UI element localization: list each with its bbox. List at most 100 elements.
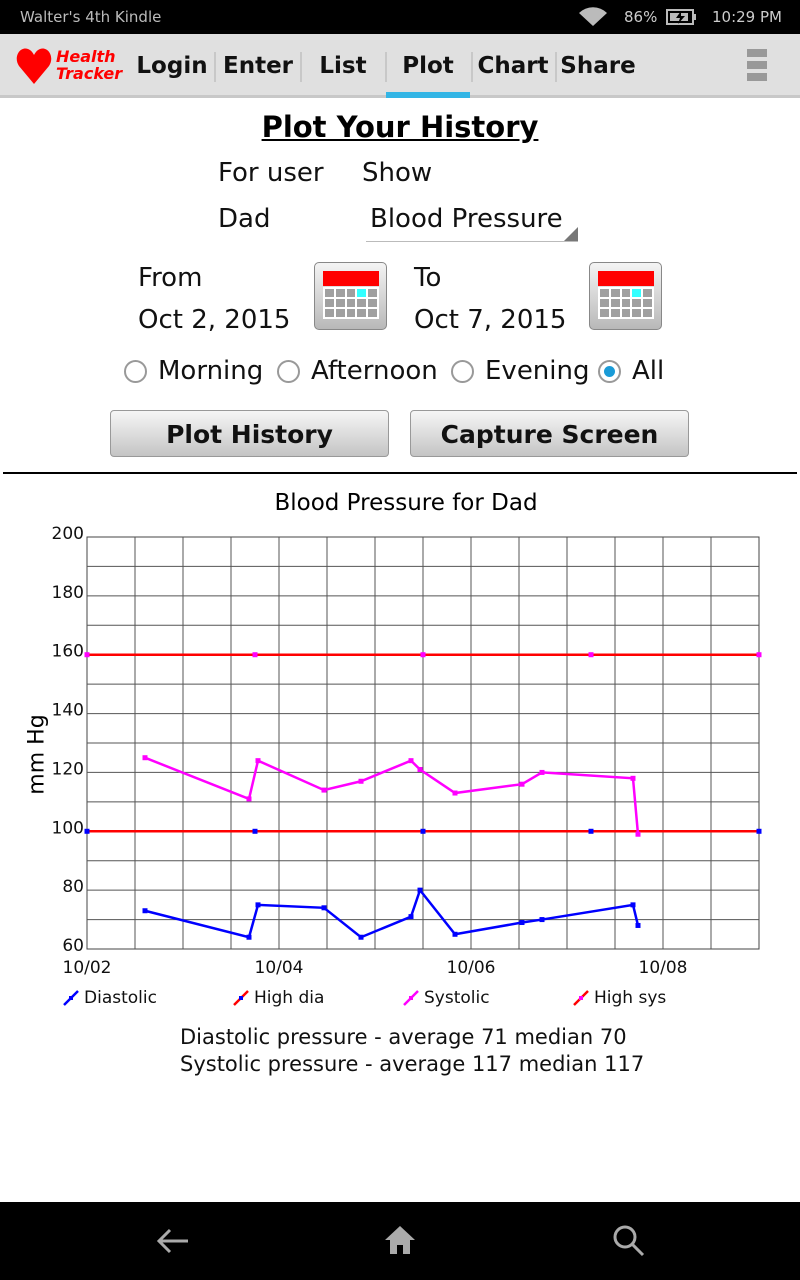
data-point (630, 775, 636, 781)
legend-item: Systolic (402, 988, 490, 1008)
y-tick-label: 80 (62, 877, 84, 897)
data-point (255, 902, 261, 908)
y-tick-label: 180 (52, 583, 84, 603)
data-point (246, 796, 252, 802)
data-point (452, 931, 458, 937)
user-name: Dad (218, 204, 271, 234)
to-label: To (414, 263, 442, 293)
for-user-label: For user (218, 158, 324, 188)
logo-line2: Tracker (56, 64, 123, 83)
bp-chart: 60 80 100 120 140 160 180 200 10/02 10/04 10/06 10/… (52, 524, 762, 978)
data-point (630, 902, 636, 908)
y-tick-label: 100 (52, 818, 84, 838)
chart-title: Blood Pressure for Dad (274, 490, 538, 516)
tab-share[interactable]: Share (560, 53, 636, 79)
legend-label: High sys (594, 988, 667, 1008)
data-point (756, 828, 762, 834)
data-point (420, 652, 426, 658)
x-tick-label: 10/02 (63, 958, 112, 978)
legend-item: High sys (572, 988, 666, 1008)
data-point (84, 652, 90, 658)
calendar-icon (598, 287, 654, 319)
radio-morning[interactable] (124, 360, 147, 383)
capture-screen-button[interactable]: Capture Screen (410, 410, 689, 457)
legend-label: Systolic (424, 988, 490, 1008)
legend-item: High dia (232, 988, 324, 1008)
data-point (539, 917, 545, 923)
battery-charging-icon (666, 9, 696, 25)
overflow-menu-icon[interactable] (747, 49, 767, 81)
data-point (84, 828, 90, 834)
data-point (519, 920, 525, 926)
tab-login[interactable]: Login (136, 53, 208, 79)
home-icon[interactable] (384, 1224, 416, 1256)
data-point (252, 652, 258, 658)
heart-icon (16, 48, 52, 84)
y-tick-label: 200 (52, 524, 84, 544)
radio-all-label[interactable]: All (632, 356, 665, 386)
legend-label: High dia (254, 988, 325, 1008)
data-point (321, 905, 327, 911)
status-bar: Walter's 4th Kindle 86% 10:29 PM (0, 0, 800, 34)
x-tick-label: 10/04 (255, 958, 304, 978)
data-point (246, 934, 252, 940)
data-point (635, 831, 641, 837)
clock: 10:29 PM (712, 8, 782, 26)
legend-swatch-icon (573, 990, 589, 1006)
data-point (452, 790, 458, 796)
device-name: Walter's 4th Kindle (20, 8, 162, 26)
tab-enter[interactable]: Enter (222, 53, 294, 79)
data-point (588, 652, 594, 658)
radio-afternoon[interactable] (277, 360, 300, 383)
data-point (417, 766, 423, 772)
to-date: Oct 7, 2015 (414, 305, 567, 335)
radio-evening[interactable] (451, 360, 474, 383)
data-point (408, 914, 414, 920)
y-tick-label: 120 (52, 759, 84, 779)
to-calendar-button[interactable] (589, 262, 662, 330)
data-point (539, 769, 545, 775)
radio-evening-label[interactable]: Evening (485, 356, 590, 386)
data-point (635, 922, 641, 928)
radio-all[interactable] (598, 360, 621, 383)
logo-line1: Health (56, 47, 116, 66)
data-point (408, 758, 414, 764)
wifi-icon (579, 7, 607, 26)
data-point (358, 778, 364, 784)
x-tick-label: 10/06 (447, 958, 496, 978)
data-point (255, 758, 261, 764)
y-tick-label: 160 (52, 642, 84, 662)
data-point (519, 781, 525, 787)
data-point (142, 755, 148, 761)
tab-plot[interactable]: Plot (386, 34, 470, 98)
series-line-diastolic (144, 887, 640, 939)
from-label: From (138, 263, 203, 293)
systolic-stats: Systolic pressure - average 117 median 1… (180, 1052, 645, 1076)
data-point (321, 787, 327, 793)
radio-afternoon-label[interactable]: Afternoon (311, 356, 438, 386)
x-tick-label: 10/08 (639, 958, 688, 978)
show-spinner[interactable]: Blood Pressure (366, 200, 578, 242)
search-icon[interactable] (612, 1224, 646, 1258)
tab-chart[interactable]: Chart (477, 53, 549, 79)
battery-level: 86% (624, 8, 658, 26)
data-point (142, 908, 148, 914)
tab-list[interactable]: List (319, 53, 367, 79)
y-tick-label: 140 (52, 701, 84, 721)
series-line-systolic (144, 756, 640, 835)
plot-history-button[interactable]: Plot History (110, 410, 389, 457)
from-calendar-button[interactable] (314, 262, 387, 330)
navigation-bar (0, 1202, 800, 1280)
legend-label: Diastolic (84, 988, 157, 1008)
show-value: Blood Pressure (370, 204, 563, 234)
action-bar: Health Tracker Login Enter List Plot Cha… (0, 34, 800, 98)
data-point (417, 887, 423, 893)
back-icon[interactable] (156, 1226, 190, 1256)
data-point (588, 828, 594, 834)
y-tick-label: 60 (62, 936, 84, 956)
legend-swatch-icon (233, 990, 249, 1006)
radio-morning-label[interactable]: Morning (158, 356, 264, 386)
calendar-icon (323, 287, 379, 319)
data-point (420, 828, 426, 834)
legend-swatch-icon (63, 990, 79, 1006)
